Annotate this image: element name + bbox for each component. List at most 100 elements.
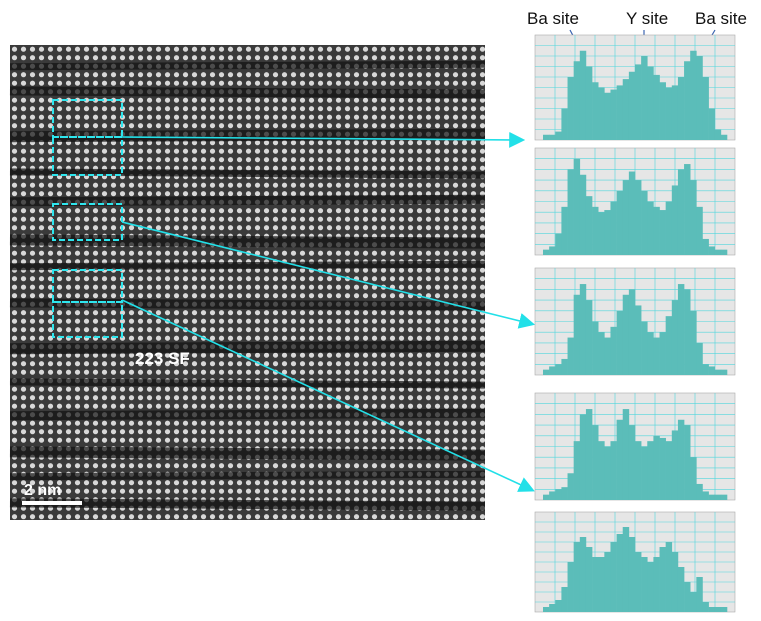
profile-bar (715, 607, 721, 612)
profile-bar (543, 607, 549, 612)
profile-bar (672, 85, 678, 140)
profile-bar (598, 88, 604, 141)
profile-bar (678, 420, 684, 500)
profile-panel (535, 148, 735, 255)
profile-bar (549, 246, 555, 255)
profile-bar (690, 592, 696, 612)
profile-bar (635, 552, 641, 612)
profile-bar (684, 164, 690, 255)
profile-bar (629, 72, 635, 140)
profile-bar (610, 202, 616, 256)
profile-bar (623, 409, 629, 500)
profile-bar (586, 547, 592, 612)
profile-bar (574, 542, 580, 612)
profile-bar (604, 552, 610, 612)
profile-bar (592, 425, 598, 500)
profile-bar (617, 191, 623, 255)
profile-bar (666, 202, 672, 256)
profile-bar (660, 547, 666, 612)
profile-bar (598, 332, 604, 375)
profile-bar (660, 438, 666, 500)
profile-bar (617, 311, 623, 375)
profile-bar (666, 441, 672, 500)
profile-bar (715, 130, 721, 141)
profile-bar (592, 322, 598, 376)
profile-bar (635, 305, 641, 375)
profile-panel (535, 393, 735, 500)
profile-bar (568, 562, 574, 612)
profile-bar (690, 457, 696, 500)
profile-bar (653, 557, 659, 612)
profile-bar (555, 489, 561, 500)
profile-panel (535, 512, 735, 612)
profile-bar (555, 600, 561, 612)
profile-bar (574, 441, 580, 500)
profile-bar (672, 185, 678, 255)
profile-bar (721, 607, 727, 612)
profile-bar (555, 234, 561, 255)
profile-bar (568, 338, 574, 375)
profile-bar (690, 180, 696, 255)
profile-bar (549, 366, 555, 375)
profile-bar (641, 56, 647, 140)
profile-bar (617, 534, 623, 612)
profile-bar (543, 370, 549, 375)
profile-bar (696, 343, 702, 375)
profile-bar (604, 93, 610, 140)
profile-bar (684, 582, 690, 612)
annotation: 223 SF (135, 349, 190, 368)
profile-bar (561, 109, 567, 141)
profile-bar (598, 557, 604, 612)
profile-bar (629, 172, 635, 255)
profile-bar (641, 447, 647, 501)
profile-bar (647, 202, 653, 256)
profile-bar (561, 359, 567, 375)
profile-panel (535, 268, 735, 375)
profile-bar (709, 246, 715, 255)
profile-bar (543, 135, 549, 140)
profile-bar (678, 284, 684, 375)
profile-bar (561, 587, 567, 612)
profile-bar (623, 180, 629, 255)
profile-panel (535, 35, 735, 140)
profile-bar (641, 191, 647, 255)
profile-bar (635, 441, 641, 500)
profile-bar (549, 604, 555, 612)
profile-bar (660, 332, 666, 375)
profile-bar (580, 537, 586, 612)
profile-bar (684, 425, 690, 500)
profile-bar (653, 436, 659, 500)
profile-bar (678, 77, 684, 140)
site-label: Ba site (695, 9, 747, 28)
profile-bar (709, 366, 715, 375)
profile-bar (721, 135, 727, 140)
profile-bar (715, 370, 721, 375)
profile-bar (635, 180, 641, 255)
profile-bar (561, 487, 567, 500)
profile-bar (610, 441, 616, 500)
profile-bar (672, 552, 678, 612)
profile-bar (660, 82, 666, 140)
profile-bar (690, 311, 696, 375)
tem-image (10, 45, 485, 520)
profile-bar (678, 567, 684, 612)
profile-bar (641, 322, 647, 376)
scale-bar (22, 501, 82, 505)
profile-bar (647, 562, 653, 612)
profile-bar (702, 602, 708, 612)
profile-bar (604, 210, 610, 255)
scale-bar-label: 2 nm (24, 482, 61, 499)
profile-bar (586, 67, 592, 141)
profile-bar (574, 295, 580, 375)
profile-bar (543, 250, 549, 255)
profile-bar (647, 67, 653, 141)
profile-bar (574, 159, 580, 255)
profile-bar (721, 370, 727, 375)
profile-bar (629, 537, 635, 612)
profile-bar (709, 109, 715, 141)
profile-bar (617, 420, 623, 500)
profile-bar (586, 300, 592, 375)
site-label: Y site (626, 9, 668, 28)
profile-bar (641, 557, 647, 612)
profile-bar (702, 364, 708, 375)
